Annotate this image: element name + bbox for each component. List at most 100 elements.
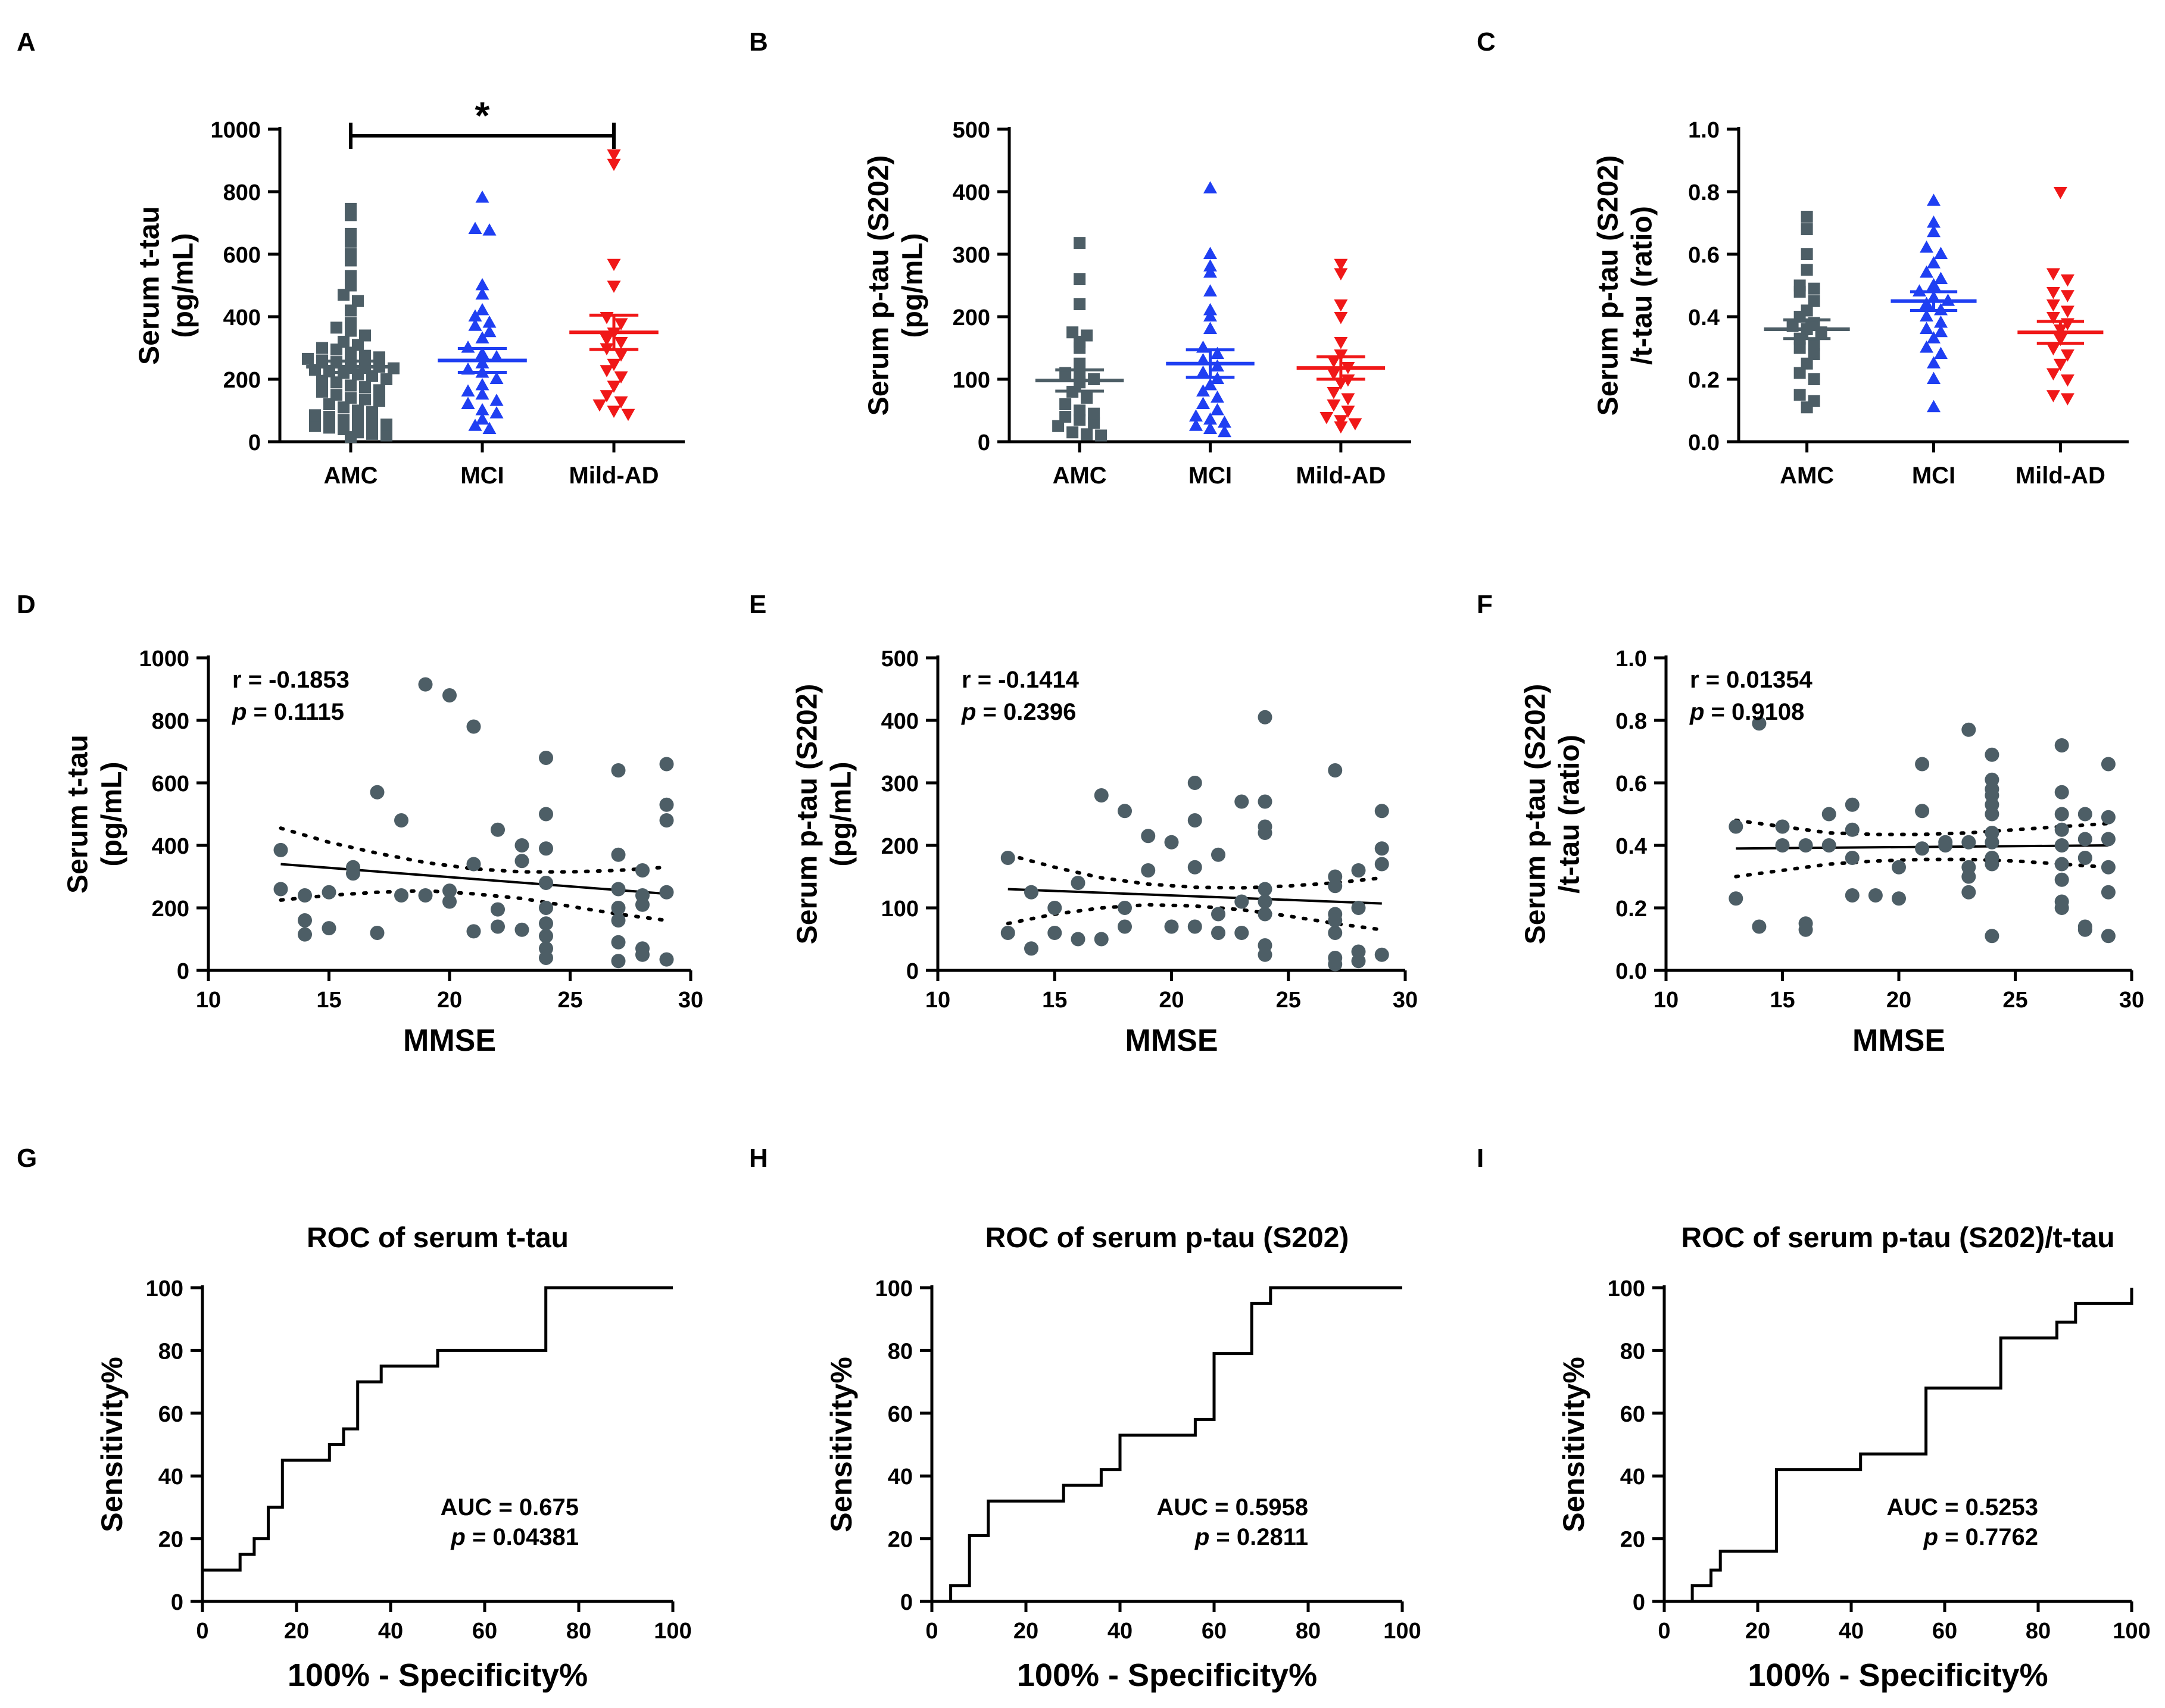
data-point — [1808, 348, 1820, 360]
data-point — [1203, 421, 1217, 434]
data-point — [1915, 804, 1930, 819]
data-point — [482, 316, 497, 328]
data-point — [491, 902, 505, 917]
data-point — [659, 813, 674, 828]
data-point — [316, 374, 328, 387]
data-point — [1258, 710, 1272, 725]
panel-letter: B — [749, 27, 768, 57]
data-point — [1088, 407, 1100, 420]
data-point — [1211, 926, 1225, 940]
y-tick-label: 0.0 — [1615, 959, 1647, 984]
x-category-label: Mild-AD — [2016, 463, 2105, 489]
data-point — [1927, 216, 1941, 228]
data-point — [1000, 851, 1015, 865]
data-point — [1920, 266, 1933, 278]
data-point — [475, 331, 489, 344]
p-value: = 0.2811 — [1216, 1524, 1308, 1550]
data-point — [461, 384, 475, 396]
data-point — [611, 935, 626, 950]
data-point — [330, 321, 342, 334]
x-category-label: AMC — [1780, 463, 1834, 489]
data-point — [298, 927, 312, 942]
data-point — [1927, 331, 1941, 344]
x-tick-label: 20 — [284, 1619, 309, 1644]
data-point — [2054, 857, 2069, 872]
data-point — [1328, 926, 1343, 940]
data-point — [330, 376, 342, 389]
data-point — [345, 304, 357, 317]
y-tick-label: 500 — [881, 647, 919, 672]
data-point — [298, 913, 312, 928]
data-point — [2054, 872, 2069, 887]
r-value-label: r = 0.01354 — [1690, 667, 1813, 693]
data-point — [1985, 807, 1999, 822]
data-point — [2046, 268, 2060, 280]
data-point — [1808, 339, 1820, 351]
r-symbol: r — [232, 667, 248, 693]
data-point — [1934, 271, 1948, 284]
p-symbol: p — [232, 699, 254, 725]
chart-title: ROC of serum p-tau (S202)/t-tau — [1681, 1222, 2114, 1254]
x-tick-label: 0 — [1658, 1619, 1670, 1644]
x-tick-label: 10 — [196, 988, 221, 1013]
data-point — [1920, 341, 1933, 353]
data-point — [442, 883, 457, 898]
x-tick-label: 100 — [654, 1619, 691, 1644]
data-point — [514, 854, 529, 869]
data-point — [1187, 813, 1202, 828]
x-tick-label: 30 — [1393, 988, 1418, 1013]
data-point — [1047, 926, 1062, 940]
y-tick-label: 600 — [152, 772, 189, 797]
x-tick-label: 100 — [2113, 1619, 2150, 1644]
y-axis-label: (pg/mL) — [825, 762, 857, 867]
y-axis-label: /t-tau (ratio) — [1626, 206, 1658, 365]
y-tick-label: 1.0 — [1688, 118, 1720, 143]
data-point — [346, 866, 360, 881]
y-axis-label: Serum p-tau (S202) — [863, 155, 895, 416]
data-point — [1808, 373, 1820, 385]
data-point — [1808, 282, 1820, 295]
data-point — [1203, 181, 1217, 193]
data-point — [592, 399, 607, 412]
data-point — [1793, 342, 1806, 354]
x-tick-label: 60 — [472, 1619, 497, 1644]
x-tick-label: 30 — [678, 988, 703, 1013]
data-point — [1374, 947, 1389, 962]
chart-panel-G: ROC of serum t-tau 0 20 40 60 80 100 0 20 40 60 80 1… — [95, 1222, 692, 1693]
p-value: = 0.9108 — [1711, 699, 1805, 725]
data-point — [461, 341, 475, 353]
x-axis-label: 100% - Specificity% — [1748, 1657, 2048, 1693]
data-point — [1374, 857, 1389, 872]
chart-panel-A: 0 200 400 600 800 1000 AMC MCI Mild-AD Serum t-ta… — [134, 94, 685, 489]
data-point — [607, 158, 621, 171]
data-point — [1211, 403, 1224, 416]
data-point — [475, 303, 489, 316]
r-symbol: r — [1690, 667, 1706, 693]
y-axis-label: (pg/mL) — [897, 233, 928, 338]
data-point — [607, 358, 621, 371]
y-tick-label: 0 — [978, 430, 990, 455]
y-tick-label: 1000 — [210, 118, 261, 143]
data-point — [475, 378, 489, 391]
data-point — [1845, 888, 1860, 903]
data-point — [482, 223, 497, 236]
data-point — [1118, 919, 1132, 934]
y-tick-label: 0.8 — [1615, 709, 1647, 734]
roc-curve — [932, 1286, 1402, 1603]
data-point — [1094, 788, 1109, 803]
data-point — [1059, 398, 1072, 410]
data-point — [2053, 187, 2067, 199]
data-point — [338, 414, 350, 426]
data-point — [1334, 258, 1348, 271]
data-point — [607, 280, 621, 293]
data-point — [1203, 266, 1217, 278]
data-point — [373, 384, 385, 396]
data-point — [614, 371, 628, 384]
data-point — [607, 258, 621, 271]
data-point — [1187, 919, 1202, 934]
y-tick-label: 1.0 — [1615, 647, 1647, 672]
panel-letter: H — [749, 1144, 768, 1173]
p-value-label: p = 0.2811 — [1194, 1524, 1308, 1550]
data-point — [1729, 819, 1743, 834]
y-tick-label: 40 — [158, 1465, 183, 1490]
